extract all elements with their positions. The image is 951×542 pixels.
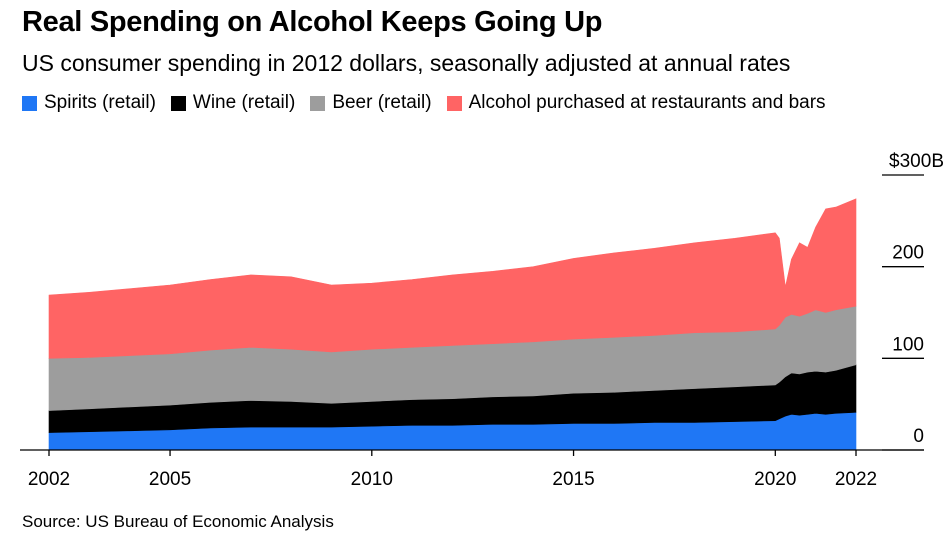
legend-swatch-beer — [310, 95, 326, 111]
legend-label-beer: Beer (retail) — [332, 92, 432, 113]
legend-item-spirits: Spirits (retail) — [22, 92, 156, 114]
series-area-alcohol-purchased-at-restaurants-and-bars — [48, 198, 857, 359]
y-tick-label-300: $300B — [889, 151, 944, 172]
source-note: Source: US Bureau of Economic Analysis — [22, 512, 334, 531]
legend-label-restaurants-bars: Alcohol purchased at restaurants and bar… — [468, 92, 826, 113]
legend-label-wine: Wine (retail) — [192, 92, 296, 113]
legend-item-wine: Wine (retail) — [170, 92, 296, 114]
x-tick-label-2010: 2010 — [351, 469, 393, 490]
legend-swatch-spirits — [22, 95, 37, 111]
x-tick-label-2015: 2015 — [552, 469, 594, 490]
x-tick-label-2005: 2005 — [149, 469, 191, 490]
chart-subtitle: US consumer spending in 2012 dollars, se… — [22, 50, 791, 76]
y-tick-label-200: 200 — [892, 243, 924, 264]
y-axis: 0 100 200 $300B — [882, 151, 944, 451]
x-tick-label-2002: 2002 — [28, 469, 70, 490]
legend-item-beer: Beer (retail) — [310, 92, 432, 114]
legend-label-spirits: Spirits (retail) — [44, 92, 156, 113]
legend-swatch-wine — [170, 95, 186, 111]
chart-title: Real Spending on Alcohol Keeps Going Up — [22, 6, 603, 38]
y-tick-label-100: 100 — [892, 334, 924, 355]
legend: Spirits (retail) Wine (retail) Beer (ret… — [22, 92, 826, 114]
y-tick-label-0: 0 — [913, 426, 924, 447]
x-tick-label-2022: 2022 — [835, 469, 877, 490]
x-axis: 2002 2005 2010 2015 2020 2022 — [20, 449, 924, 490]
legend-swatch-restaurants-bars — [446, 95, 462, 111]
series-areas — [48, 198, 857, 451]
x-tick-label-2020: 2020 — [754, 469, 796, 490]
legend-item-restaurants-bars: Alcohol purchased at restaurants and bar… — [446, 92, 826, 114]
